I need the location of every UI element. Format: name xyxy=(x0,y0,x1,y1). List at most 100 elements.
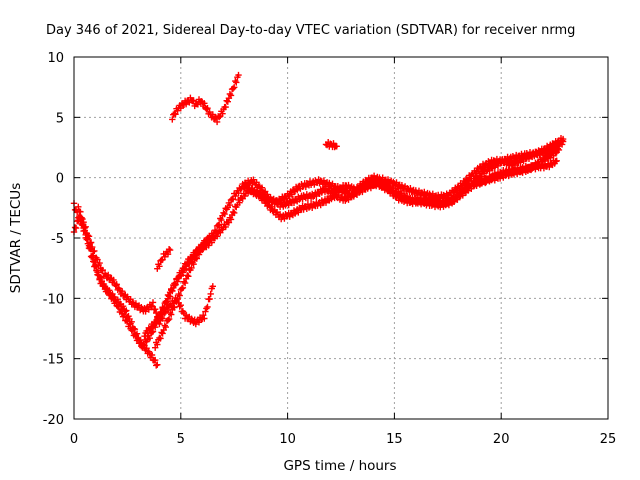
data-point xyxy=(144,329,151,337)
data-point xyxy=(146,335,153,342)
data-point xyxy=(345,181,352,189)
data-point xyxy=(468,185,475,192)
data-point xyxy=(190,97,197,104)
data-point xyxy=(190,261,197,268)
data-point xyxy=(222,103,229,111)
data-point xyxy=(171,280,178,287)
data-point xyxy=(447,192,455,199)
data-point xyxy=(232,192,239,200)
data-point xyxy=(171,110,178,117)
data-point xyxy=(177,271,184,278)
data-point xyxy=(160,305,167,312)
data-point xyxy=(555,146,563,154)
data-point xyxy=(76,208,83,215)
data-point xyxy=(179,265,187,272)
data-point xyxy=(229,208,237,216)
data-point xyxy=(153,319,160,326)
data-point xyxy=(157,335,164,342)
data-point xyxy=(559,135,567,143)
data-series xyxy=(70,71,567,369)
data-point xyxy=(75,203,82,210)
data-point xyxy=(87,253,95,260)
x-tick-label: 20 xyxy=(493,432,510,447)
data-point xyxy=(456,193,463,200)
data-point xyxy=(461,180,469,187)
data-point xyxy=(164,317,172,324)
data-point xyxy=(99,282,106,289)
data-point xyxy=(262,193,269,200)
data-point xyxy=(398,182,406,189)
data-point xyxy=(459,192,466,199)
data-point xyxy=(270,208,277,215)
data-point xyxy=(253,179,260,186)
data-point xyxy=(203,305,210,312)
x-axis-label: GPS time / hours xyxy=(283,458,396,474)
data-point xyxy=(161,304,168,311)
data-point xyxy=(122,308,129,315)
data-point xyxy=(349,192,356,199)
data-point xyxy=(233,79,240,86)
plot-frame xyxy=(73,56,609,420)
data-point xyxy=(169,116,176,123)
data-point xyxy=(322,199,330,206)
data-point xyxy=(162,323,169,331)
data-point xyxy=(217,229,224,236)
series-5 xyxy=(154,246,174,272)
data-point xyxy=(123,317,130,324)
data-point xyxy=(231,209,238,217)
data-point xyxy=(201,315,208,322)
data-point xyxy=(169,287,176,295)
y-tick-label: 10 xyxy=(47,51,64,66)
data-point xyxy=(226,201,234,209)
data-point xyxy=(204,105,211,112)
data-point xyxy=(204,303,211,311)
data-point xyxy=(81,227,88,234)
data-point xyxy=(231,84,238,91)
y-tick-label: -5 xyxy=(51,232,64,247)
data-point xyxy=(333,143,340,150)
data-point xyxy=(114,296,121,303)
data-point xyxy=(171,304,178,311)
data-point xyxy=(89,254,96,261)
grid-lines xyxy=(74,57,608,419)
data-point xyxy=(99,266,106,274)
data-point xyxy=(113,281,120,288)
data-point xyxy=(181,279,189,287)
data-point xyxy=(216,113,223,121)
data-point xyxy=(203,106,210,113)
data-point xyxy=(141,333,148,340)
data-point xyxy=(554,145,561,152)
data-point xyxy=(185,273,192,280)
data-point xyxy=(176,292,183,299)
series-7 xyxy=(241,135,567,207)
data-point xyxy=(384,176,392,183)
x-tick-label: 5 xyxy=(177,432,185,447)
data-point xyxy=(388,188,395,195)
data-point xyxy=(184,272,191,279)
data-point xyxy=(152,356,159,364)
data-point xyxy=(100,280,108,288)
data-point xyxy=(96,259,103,267)
data-point xyxy=(156,263,163,270)
data-point xyxy=(227,216,235,223)
data-point xyxy=(105,271,112,279)
data-point xyxy=(202,308,209,315)
series-10 xyxy=(169,71,242,126)
data-point xyxy=(131,326,139,333)
data-point xyxy=(92,261,99,269)
x-tick-label: 0 xyxy=(70,432,78,447)
y-tick-labels: -20 -15 -10 -5 0 5 10 xyxy=(43,51,64,428)
data-point xyxy=(78,214,85,221)
data-point xyxy=(209,111,216,118)
data-point xyxy=(149,299,157,306)
x-tick-label: 15 xyxy=(386,432,403,447)
data-point xyxy=(177,302,184,309)
data-point xyxy=(172,111,179,118)
data-point xyxy=(166,293,174,300)
data-point xyxy=(159,330,166,337)
data-point xyxy=(256,189,263,197)
data-point xyxy=(165,246,173,253)
y-tick-label: -10 xyxy=(43,292,64,307)
data-point xyxy=(166,246,174,254)
data-point xyxy=(118,288,126,295)
